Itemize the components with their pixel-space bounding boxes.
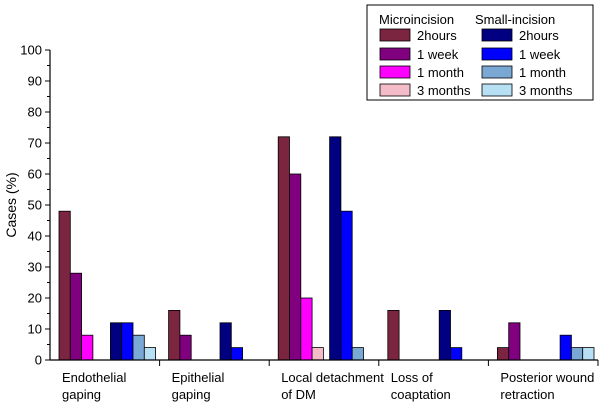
bar xyxy=(289,173,302,361)
bar xyxy=(81,334,94,361)
category-label: gaping xyxy=(172,387,211,402)
bar xyxy=(143,347,157,361)
bar xyxy=(438,309,451,361)
category-label: Posterior wound xyxy=(500,370,594,385)
legend-entry-label: 3 months xyxy=(417,83,471,98)
legend-swatch xyxy=(481,65,513,79)
bar xyxy=(69,272,82,361)
legend-swatch xyxy=(379,47,411,61)
legend-entry-label: 3 months xyxy=(519,83,573,98)
bar xyxy=(571,347,584,361)
legend-swatch xyxy=(481,28,513,42)
y-tick-label: 70 xyxy=(28,136,42,151)
y-tick-label: 0 xyxy=(35,353,42,368)
y-tick-label: 10 xyxy=(28,322,42,337)
legend-swatch xyxy=(481,47,513,61)
legend-entry-label: 1 month xyxy=(417,65,464,80)
bar xyxy=(179,334,192,361)
bar xyxy=(340,210,353,361)
y-tick-label: 80 xyxy=(28,105,42,120)
bar xyxy=(121,322,134,361)
legend-entry-label: 1 week xyxy=(417,47,459,62)
legend-header-microincision: Microincision xyxy=(379,12,454,27)
bar xyxy=(311,347,324,361)
y-tick-label: 30 xyxy=(28,260,42,275)
category-label: of DM xyxy=(281,387,316,402)
bar xyxy=(387,309,400,361)
y-tick-label: 50 xyxy=(28,198,42,213)
legend-entry-label: 2hours xyxy=(417,28,457,43)
category-label: coaptation xyxy=(391,387,451,402)
bar xyxy=(582,347,595,361)
bar xyxy=(58,210,71,361)
y-tick-label: 20 xyxy=(28,291,42,306)
bar xyxy=(508,322,521,361)
bar xyxy=(450,347,463,361)
category-label: Loss of xyxy=(391,370,433,385)
bar xyxy=(132,334,145,361)
bar xyxy=(559,334,572,361)
y-tick-label: 100 xyxy=(20,43,42,58)
bar xyxy=(351,347,364,361)
legend-swatch xyxy=(379,83,411,97)
category-label: Endothelial xyxy=(62,370,126,385)
bar xyxy=(329,136,342,361)
legend-swatch xyxy=(379,65,411,79)
legend-entry-label: 2hours xyxy=(519,28,559,43)
bar xyxy=(230,347,244,361)
y-tick-label: 90 xyxy=(28,74,42,89)
legend-swatch xyxy=(379,28,411,42)
y-tick-label: 40 xyxy=(28,229,42,244)
bar xyxy=(168,309,181,361)
category-label: retraction xyxy=(500,387,554,402)
y-tick-label: 60 xyxy=(28,167,42,182)
legend-entry-label: 1 month xyxy=(519,65,566,80)
legend-header-small-incision: Small-incision xyxy=(475,12,555,27)
bar xyxy=(277,136,290,361)
bar xyxy=(219,322,232,361)
y-axis-label: Cases (%) xyxy=(3,172,19,237)
category-label: Local detachment xyxy=(281,370,384,385)
legend-entry-label: 1 week xyxy=(519,47,561,62)
category-label: gaping xyxy=(62,387,101,402)
category-label: Epithelial xyxy=(172,370,225,385)
legend-swatch xyxy=(481,83,513,97)
bar xyxy=(300,297,313,361)
bar xyxy=(110,322,123,361)
bar xyxy=(496,347,510,361)
legend: Microincision Small-incision 2hours 1 wee… xyxy=(366,4,594,101)
